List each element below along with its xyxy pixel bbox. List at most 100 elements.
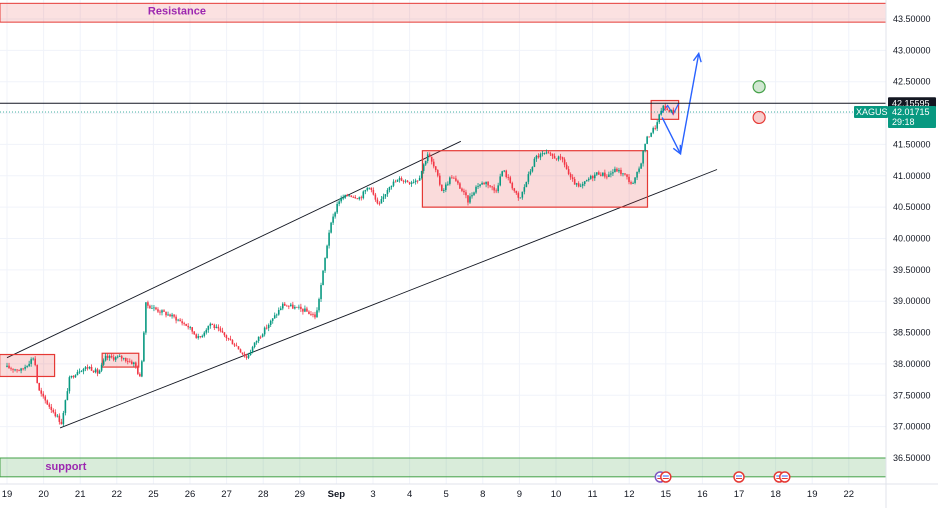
candle-body [654,128,656,129]
candle-body [648,136,650,138]
signal-marker[interactable] [752,110,766,125]
candle-body [394,181,397,183]
candle-body [533,158,536,167]
candle-body [589,176,592,179]
y-tick-label: 43.00000 [893,45,931,55]
arrow-head [692,51,702,63]
candle-body [360,197,363,199]
candle-body [151,308,153,309]
candle-body [499,176,501,186]
candle-body [467,195,469,203]
y-tick-label: 42.50000 [893,77,931,87]
candle-body [521,191,524,198]
chart-overlay [0,102,886,113]
candle-body [483,182,485,185]
candle-body [354,197,357,199]
y-tick-label: 37.00000 [893,422,931,432]
candle-body [312,314,314,316]
x-tick-label: 19 [2,489,13,500]
candle-body [64,400,67,413]
candle-body [350,195,353,197]
candle-body [650,132,652,137]
candle-body [221,330,224,333]
candle-body [416,180,419,182]
candle-body [565,164,568,170]
price-axis[interactable]: 43.5000043.0000042.5000042.0000041.50000… [886,0,938,508]
symbol-tag [854,105,888,118]
candle-body [143,332,145,362]
candle-body [155,307,157,310]
candle-body [497,185,499,192]
candle-body [14,369,16,371]
candle-body [209,323,212,326]
event-marker[interactable] [779,471,791,483]
candle-body [332,216,334,223]
candle-body [380,199,383,204]
candle-body [124,357,127,362]
candle-body [275,314,278,316]
candle-body [34,358,36,366]
candle-body [296,306,298,308]
candle-body [330,222,332,233]
y-tick-label: 40.50000 [893,202,931,212]
x-tick-label: 26 [185,489,196,500]
x-tick-label: 3 [370,489,375,500]
candle-body [116,356,119,358]
candle-body [90,366,93,371]
event-marker[interactable] [733,471,745,483]
candle-body [451,177,453,179]
candle-body [32,358,34,360]
candle-body [286,305,288,307]
signal-marker[interactable] [752,80,766,94]
resistance-zone[interactable] [0,2,887,23]
candle-body [396,179,399,182]
candle-body [555,158,558,160]
candle-body [320,284,322,300]
candle-body [368,187,371,189]
candle-body [453,177,455,179]
level-price-value: 42.15595 [892,98,930,108]
candle-body [441,184,443,191]
candle-body [253,342,256,348]
candle-body [187,325,189,328]
current-price-tag [888,105,936,128]
candle-body [195,334,198,338]
x-tick-label: 4 [407,489,412,500]
candle-body [185,323,187,326]
projection-arrow[interactable] [661,117,682,155]
candle-body [131,361,133,365]
candle-body [449,177,451,184]
candle-body [596,172,598,175]
candle-body [328,232,330,246]
candle-body [455,178,457,181]
y-tick-label: 41.50000 [893,139,931,149]
candle-body [519,197,522,199]
candle-body [569,174,572,178]
candle-body [672,109,675,114]
candle-body [547,152,550,154]
candle-body [139,373,141,377]
candle-body [616,168,618,172]
event-marker[interactable] [660,471,672,483]
candle-body [288,305,290,307]
economic-events-row [654,471,791,483]
candle-body [161,310,163,313]
candle-body [340,197,342,202]
candle-body [493,187,495,191]
support-zone[interactable] [0,457,887,478]
candle-body [76,372,79,376]
candle-body [290,304,292,307]
y-tick-label: 40.00000 [893,234,931,244]
channel-line-lower[interactable] [59,169,718,429]
candle-body [553,156,556,159]
candle-body [8,365,10,369]
channel-line-upper[interactable] [6,140,462,359]
candle-body [479,184,481,187]
candle-body [58,415,61,422]
candle-body [477,186,479,187]
candle-body [68,377,71,392]
candle-body [583,181,586,184]
candle-body [475,186,477,193]
